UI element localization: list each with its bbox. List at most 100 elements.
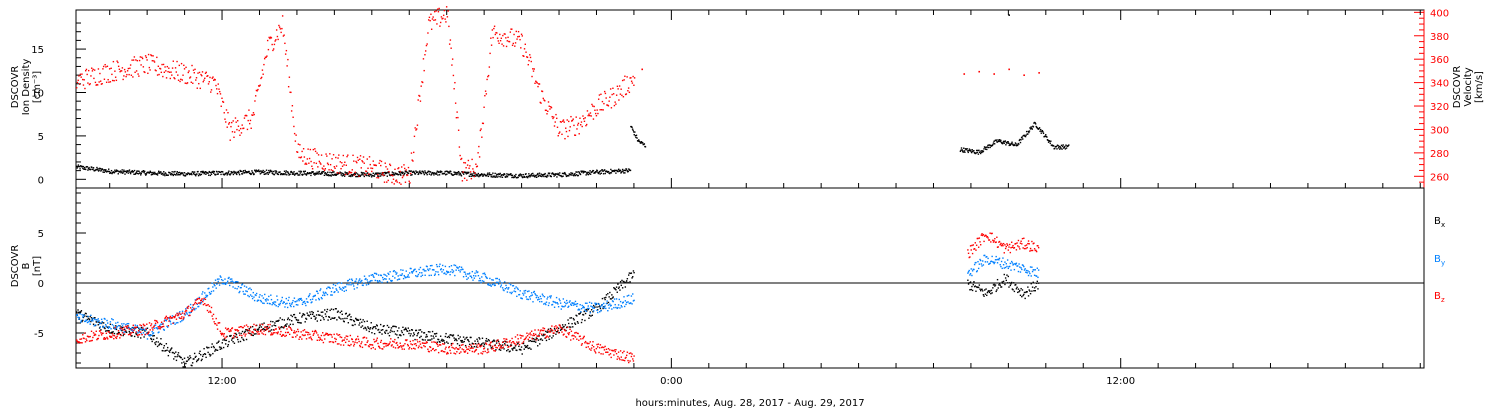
by-point [80,321,82,323]
bz-point [118,332,120,335]
bx-point [968,282,970,284]
density-point [321,172,323,175]
density-point [339,172,342,174]
bz-point [258,333,261,335]
bz-point [166,317,169,319]
velocity-point [561,133,563,136]
velocity-point [424,54,426,56]
velocity-point [104,63,106,66]
bz-point [441,349,443,352]
bz-point [980,234,983,236]
density-tick-label: 5 [38,132,44,143]
bx-point [623,282,626,284]
by-point [274,303,276,306]
density-point [205,173,207,175]
bx-point [259,324,261,327]
velocity-point [497,40,500,42]
by-point [401,273,403,275]
velocity-point [449,39,452,41]
bx-point [340,310,343,312]
by-point [402,269,404,271]
bx-point [242,338,244,341]
density-point [501,176,504,178]
bz-point [466,348,468,350]
velocity-point [593,105,595,108]
bx-point [271,325,273,327]
density-point [506,173,508,175]
velocity-point [577,124,579,126]
density-point [606,170,608,173]
bx-point [160,338,162,340]
density-point [589,173,592,175]
bz-point [193,307,195,310]
bx-point [375,327,377,330]
bx-point [538,334,540,336]
density-point [634,131,636,133]
by-point [467,277,469,279]
bx-point [475,343,477,345]
density-point [393,174,396,176]
velocity-point [228,121,231,124]
bx-point [84,315,86,317]
bx-point [85,312,87,315]
velocity-point [251,114,253,116]
bx-point [619,289,621,291]
by-point [365,284,368,286]
velocity-point [113,79,115,82]
bz-point [350,343,352,346]
density-point [517,176,519,179]
velocity-point [597,98,600,100]
velocity-point [412,160,414,162]
bx-point [402,326,404,329]
by-point [538,298,540,301]
by-point [493,283,495,285]
by-point [363,275,366,277]
density-point [570,172,572,174]
by-point [384,278,386,280]
bz-point [539,330,542,332]
bz-point [187,305,190,308]
density-point [542,173,545,176]
bz-point [249,330,251,332]
density-point [1034,123,1037,125]
by-point [91,318,93,320]
bz-point [493,349,495,352]
by-point [981,265,983,267]
bx-point [516,349,518,352]
bx-point [162,350,164,352]
bx-point [983,295,985,297]
density-point [525,175,528,178]
bx-point [186,360,188,362]
bz-point [512,341,515,343]
velocity-point [278,26,281,28]
bz-point [284,331,287,334]
velocity-point [289,91,291,93]
by-point [137,332,139,334]
bx-point [119,333,122,336]
bx-point [417,331,420,334]
by-point [264,293,266,296]
density-point [588,172,591,175]
bx-point [626,278,629,280]
bx-point [143,336,145,338]
velocity-point [187,71,189,74]
density-point [79,165,82,167]
velocity-point [495,31,497,34]
velocity-point [122,78,124,81]
bx-point [290,314,292,317]
by-point [532,301,534,303]
bx-point [990,292,992,295]
by-point [481,280,484,282]
by-point [353,288,356,290]
density-point [342,174,345,176]
bz-point [985,234,987,237]
bx-point [393,330,395,333]
by-point [454,264,457,267]
bx-point [170,348,172,350]
top-panel-frame [75,9,1425,189]
density-point [1061,145,1064,148]
velocity-point [165,77,168,79]
bz-point [448,346,450,349]
bz-point [408,348,410,350]
bx-point [202,355,204,358]
